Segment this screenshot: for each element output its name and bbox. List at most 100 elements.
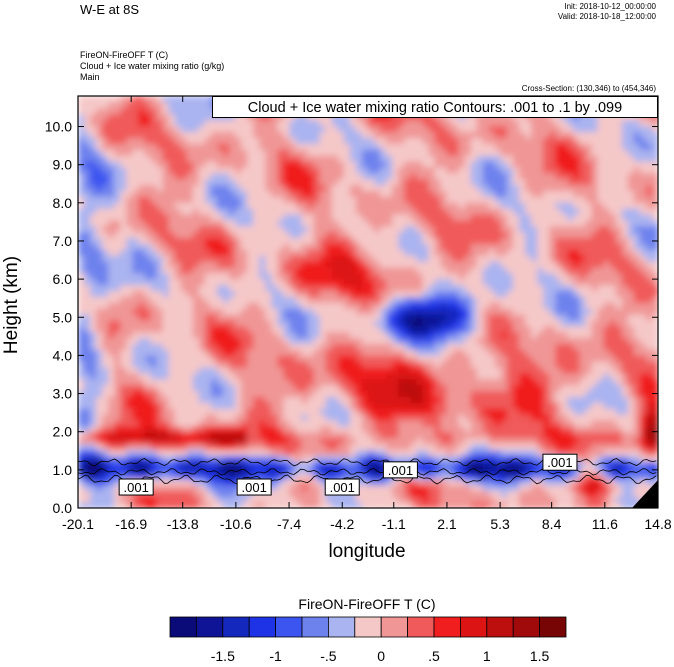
heat-cell xyxy=(259,460,267,468)
heat-cell xyxy=(259,502,267,508)
heat-cell xyxy=(307,213,315,221)
heat-cell xyxy=(313,284,321,291)
heat-cell xyxy=(204,119,212,127)
heat-cell xyxy=(386,272,393,280)
heat-cell xyxy=(410,455,418,462)
heat-cell xyxy=(174,137,182,144)
heat-cell xyxy=(488,455,496,462)
heat-cell xyxy=(386,296,393,303)
heat-cell xyxy=(114,325,121,333)
heat-cell xyxy=(223,149,230,156)
heat-cell xyxy=(210,137,218,144)
heat-cell xyxy=(289,319,297,327)
heat-cell xyxy=(307,149,315,156)
heat-cell xyxy=(422,490,430,497)
heat-cell xyxy=(458,402,466,409)
heat-cell xyxy=(494,254,502,262)
heat-cell xyxy=(325,213,333,221)
heat-cell xyxy=(452,431,460,439)
heat-cell xyxy=(452,355,460,362)
heat-cell xyxy=(410,407,418,415)
heat-cell xyxy=(265,460,273,468)
heat-cell xyxy=(386,219,393,227)
heat-cell xyxy=(416,196,424,203)
heat-cell xyxy=(337,366,345,374)
heat-cell xyxy=(331,378,339,386)
heat-cell xyxy=(253,302,260,309)
heat-cell xyxy=(162,384,170,392)
heat-cell xyxy=(90,225,97,233)
heat-cell xyxy=(217,455,224,462)
heat-cell xyxy=(241,225,248,233)
heat-cell xyxy=(464,166,472,174)
heat-cell xyxy=(452,502,460,508)
heat-cell xyxy=(114,384,121,392)
heat-cell xyxy=(476,478,484,486)
heat-cell xyxy=(192,131,200,138)
heat-cell xyxy=(277,272,285,280)
heat-cell xyxy=(404,331,412,339)
heat-cell xyxy=(90,360,97,368)
heat-cell xyxy=(168,455,176,462)
heat-cell xyxy=(380,384,387,392)
heat-cell xyxy=(78,443,85,450)
heat-cell xyxy=(156,460,164,468)
heat-cell xyxy=(398,331,405,339)
heat-cell xyxy=(241,160,248,168)
heat-cell xyxy=(168,431,176,439)
heat-cell xyxy=(96,272,103,280)
heat-cell xyxy=(144,178,152,186)
heat-cell xyxy=(337,402,345,409)
heat-cell xyxy=(470,343,478,350)
heat-cell xyxy=(440,154,448,162)
heat-cell xyxy=(295,284,303,291)
heat-cell xyxy=(156,349,164,356)
heat-cell xyxy=(114,190,121,197)
heat-cell xyxy=(398,325,405,333)
heat-cell xyxy=(416,201,424,209)
heat-cell xyxy=(241,325,248,333)
heat-cell xyxy=(283,178,291,186)
heat-cell xyxy=(337,390,345,397)
heat-cell xyxy=(253,190,260,197)
heat-cell xyxy=(416,472,424,480)
heat-cell xyxy=(343,149,351,156)
heat-cell xyxy=(464,325,472,333)
heat-cell xyxy=(307,137,315,144)
heat-cell xyxy=(349,184,357,191)
heat-cell xyxy=(90,219,97,227)
heat-cell xyxy=(168,319,176,327)
heat-cell xyxy=(494,190,502,197)
heat-cell xyxy=(410,502,418,508)
heat-cell xyxy=(452,154,460,162)
heat-cell xyxy=(500,437,508,445)
heat-cell xyxy=(210,119,218,127)
heat-cell xyxy=(319,502,327,508)
heat-cell xyxy=(295,319,303,327)
heat-cell xyxy=(277,149,285,156)
heat-cell xyxy=(392,413,399,421)
heat-cell xyxy=(470,396,478,403)
heat-cell xyxy=(277,402,285,409)
heat-cell xyxy=(482,484,490,492)
heat-cell xyxy=(428,154,436,162)
heat-cell xyxy=(392,419,399,427)
heat-cell xyxy=(174,319,182,327)
heat-cell xyxy=(138,443,146,450)
heat-cell xyxy=(180,355,188,362)
heat-cell xyxy=(349,325,357,333)
heat-cell xyxy=(84,372,91,380)
heat-cell xyxy=(446,225,454,233)
heat-cell xyxy=(114,231,121,239)
heat-cell xyxy=(295,249,303,256)
heat-cell xyxy=(313,260,321,268)
heat-cell xyxy=(307,390,315,397)
heat-cell xyxy=(416,278,424,286)
heat-cell xyxy=(114,249,121,256)
heat-cell xyxy=(289,449,297,456)
heat-cell xyxy=(114,413,121,421)
heat-cell xyxy=(482,160,490,168)
heat-cell xyxy=(482,449,490,456)
heat-cell xyxy=(422,219,430,227)
heat-cell xyxy=(392,213,399,221)
